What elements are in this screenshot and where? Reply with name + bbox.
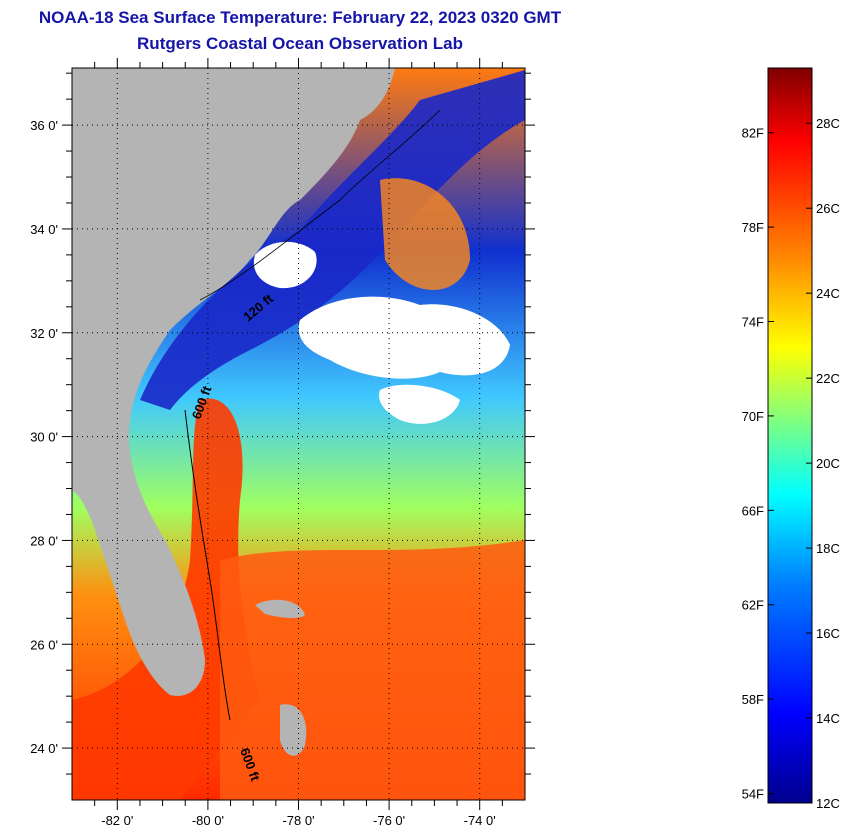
axis-ticks <box>62 58 535 810</box>
map-title: NOAA-18 Sea Surface Temperature: Februar… <box>38 8 562 27</box>
warm-eddy <box>380 178 470 290</box>
lon-labels: -82 0' -80 0' -78 0' -76 0' -74 0' <box>101 813 496 828</box>
colorbar-label-f: 58F <box>742 692 764 707</box>
land-island-grand-bahama <box>255 599 305 618</box>
colorbar-label-f: 62F <box>742 598 764 613</box>
lon-label: -80 0' <box>192 813 224 828</box>
colorbar-label-c: 24C <box>816 286 840 301</box>
cloud-patch <box>379 384 460 424</box>
lat-label: 30 0' <box>30 430 58 445</box>
contour-line-600ft <box>184 409 231 721</box>
colorbar-label-f: 54F <box>742 787 764 802</box>
colorbar-celsius-labels: 28C 26C 24C 22C 20C 18C 16C 14C 12C <box>806 116 840 811</box>
map-subtitle: Rutgers Coastal Ocean Observation Lab <box>137 34 463 53</box>
colorbar-label-f: 78F <box>742 220 764 235</box>
lat-label: 28 0' <box>30 533 58 548</box>
land-mainland <box>72 68 395 696</box>
colorbar-label-c: 16C <box>816 626 840 641</box>
lat-label: 26 0' <box>30 637 58 652</box>
colorbar-label-c: 28C <box>816 116 840 131</box>
lon-label: -82 0' <box>101 813 133 828</box>
colorbar-label-c: 14C <box>816 711 840 726</box>
lon-label: -76 0' <box>373 813 405 828</box>
cloud-patch <box>253 241 317 289</box>
lat-labels: 36 0' 34 0' 32 0' 30 0' 28 0' 26 0' 24 0' <box>30 118 58 756</box>
cloud-patch <box>298 296 510 379</box>
graticule <box>72 68 525 800</box>
contour-line-120ft <box>199 109 441 301</box>
colorbar <box>767 67 813 804</box>
lon-label: -78 0' <box>282 813 314 828</box>
colorbar-label-f: 82F <box>742 126 764 141</box>
colorbar-fahrenheit-labels: 82F 78F 74F 70F 66F 62F 58F 54F <box>742 126 774 802</box>
colorbar-label-f: 70F <box>742 409 764 424</box>
lat-label: 24 0' <box>30 741 58 756</box>
colorbar-label-f: 74F <box>742 314 764 329</box>
colorbar-label-c: 20C <box>816 456 840 471</box>
land-island-andros <box>280 704 307 756</box>
gulf-stream <box>72 398 260 800</box>
colorbar-label-f: 66F <box>742 503 764 518</box>
lon-label: -74 0' <box>464 813 496 828</box>
colorbar-label-c: 18C <box>816 541 840 556</box>
lat-label: 32 0' <box>30 326 58 341</box>
cold-shelf-water <box>140 70 525 410</box>
colorbar-label-c: 12C <box>816 796 840 811</box>
colorbar-label-c: 26C <box>816 201 840 216</box>
lat-label: 34 0' <box>30 222 58 237</box>
lat-label: 36 0' <box>30 118 58 133</box>
colorbar-label-c: 22C <box>816 371 840 386</box>
